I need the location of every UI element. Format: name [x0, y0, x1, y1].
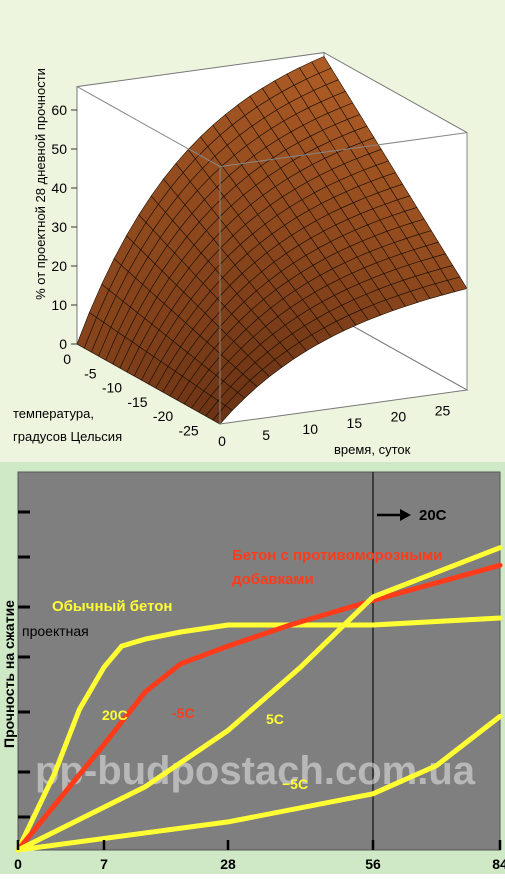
- z-axis-ticks: 0 10 20 30 40 50 60: [51, 102, 77, 352]
- legend-normal-concrete: Обычный бетон: [52, 598, 173, 615]
- time-tick-label: 15: [347, 415, 363, 431]
- time-axis-label: время, суток: [334, 442, 411, 457]
- z-tick-label: 20: [51, 258, 67, 274]
- z-tick-label: 40: [51, 180, 67, 196]
- series-line-0: [15, 615, 503, 853]
- strength-series: 20С -5С 5С −5С: [15, 545, 503, 853]
- surface-chart-panel: 0 10 20 30 40 50 60 0 -5 -10 -15 -20 -25 0 5 10 15 20 25…: [0, 0, 505, 462]
- temperature-tick-label: -5: [84, 365, 97, 381]
- z-tick-label: 30: [51, 219, 67, 235]
- x-tick-label: 56: [365, 856, 381, 872]
- temperature-tick-label: -15: [127, 394, 147, 410]
- time-tick-label: 25: [435, 403, 451, 419]
- x-tick-label: 0: [14, 856, 22, 872]
- z-tick-label: 60: [51, 102, 67, 118]
- y-axis-ticks: [18, 510, 30, 819]
- series-label-1: -5С: [172, 705, 195, 721]
- z-tick-label: 10: [51, 297, 67, 313]
- z-tick-label: 50: [51, 141, 67, 157]
- temperature-axis-ticks: 0 -5 -10 -15 -20 -25: [63, 351, 199, 438]
- y-axis-label: Прочность на сжатие: [1, 600, 17, 748]
- temperature-axis-label-line1: температура,: [13, 406, 94, 421]
- plot-area: [17, 471, 501, 851]
- chart-box-front: [76, 86, 468, 424]
- box-edge-top: [219, 132, 468, 168]
- surface-cell: [76, 312, 97, 349]
- surface-chart: 0 10 20 30 40 50 60 0 -5 -10 -15 -20 -25 0 5 10 15 20 25…: [13, 51, 469, 457]
- series-line-2: [15, 545, 503, 853]
- series-label-2: 5С: [266, 711, 284, 727]
- temperature-tick-label: -20: [153, 408, 173, 424]
- temperature-axis-label-line2: градусов Цельсия: [13, 429, 122, 444]
- legend-antifreeze-line1: Бетон с противоморозными: [232, 547, 442, 564]
- watermark: pp-budpostach.com.ua: [35, 749, 476, 793]
- time-tick-label: 0: [218, 433, 226, 449]
- temperature-tick-label: -10: [102, 380, 122, 396]
- surface-mesh: [76, 56, 468, 425]
- x-axis-ticks: 0 7 28 56 84: [14, 840, 505, 872]
- series-line-1: [15, 562, 503, 853]
- x-tick-label: 7: [100, 856, 108, 872]
- z-tick-label: 0: [59, 336, 67, 352]
- temperature-arrow: 20С: [377, 507, 447, 524]
- x-tick-label: 84: [492, 856, 505, 872]
- temperature-tick-label: -25: [178, 422, 198, 438]
- time-tick-label: 20: [391, 409, 407, 425]
- strength-chart: pp-budpostach.com.ua 20С -5С 5С −5С 0 7 28 56 8…: [1, 471, 505, 872]
- temperature-axis-label: температура, градусов Цельсия: [13, 406, 122, 444]
- z-axis-label: % от проектной 28 дневной прочности: [33, 68, 48, 300]
- time-tick-label: 5: [262, 427, 270, 443]
- x-tick-label: 28: [220, 856, 236, 872]
- arrow-label: 20С: [419, 507, 447, 524]
- series-label-3: −5С: [282, 776, 308, 792]
- legend-antifreeze-concrete: Бетон с противоморозными добавками: [232, 547, 447, 588]
- legend-antifreeze-line2: добавками: [232, 571, 314, 588]
- temperature-tick-label: 0: [63, 351, 71, 367]
- time-axis-ticks: 0 5 10 15 20 25: [218, 403, 450, 449]
- series-line-3: [15, 713, 503, 853]
- design-strength-label: проектная: [22, 623, 89, 639]
- series-label-0: 20С: [102, 707, 128, 723]
- strength-chart-panel: pp-budpostach.com.ua 20С -5С 5С −5С 0 7 28 56 8…: [0, 462, 505, 874]
- time-tick-label: 10: [302, 421, 318, 437]
